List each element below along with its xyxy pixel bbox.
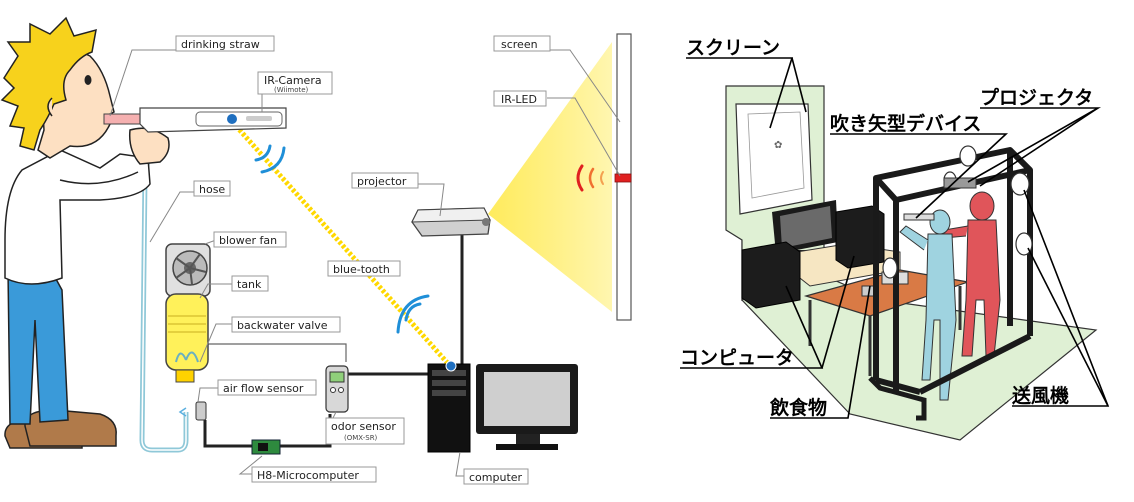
svg-text:吹き矢型デバイス: 吹き矢型デバイス [830,112,981,135]
svg-text:blower fan: blower fan [219,234,277,247]
sensor-cable-grey [185,343,347,362]
odor-sensor [325,365,349,413]
ear [47,97,53,117]
label-backwater-valve: backwater valve [231,316,341,333]
eye [84,75,92,85]
label-odor-sensor: odor sensor (OMX-SR) [325,417,405,445]
svg-text:IR-Camera: IR-Camera [264,74,322,87]
hand [128,127,170,165]
svg-text:コンピュータ: コンピュータ [680,347,794,369]
svg-text:air flow sensor: air flow sensor [223,382,304,395]
hair [0,16,97,151]
bluetooth-link [234,124,454,370]
svg-text:computer: computer [469,471,523,484]
label-projector: projector [351,172,419,189]
label-air-flow-sensor: air flow sensor [217,379,317,396]
label-blower-fan: blower fan [213,231,287,248]
svg-text:projector: projector [357,175,407,188]
shoe-front [24,409,117,447]
left-diagram: drinking straw IR-Camera (Wiimote) scree… [0,16,632,485]
label-jp-fan: 送風機 [1012,189,1110,407]
svg-text:✿: ✿ [774,140,782,151]
label-tank: tank [231,275,269,292]
blower-fan [165,243,211,297]
pants [7,267,69,425]
computer-monitor [476,364,578,450]
projector [411,207,491,237]
svg-text:backwater valve: backwater valve [237,319,328,332]
ir-waves-icon [576,164,604,192]
label-jp-computer: コンピュータ [680,255,855,369]
label-h8-microcomputer: H8-Microcomputer [251,466,377,483]
right-diagram: ✿ [680,37,1110,441]
label-hose: hose [193,180,231,197]
tank [165,293,209,383]
label-ir-camera: IR-Camera (Wiimote) [257,71,333,95]
svg-text:送風機: 送風機 [1012,384,1069,407]
figure-blue [899,209,957,401]
bluetooth-waves-icon [254,144,430,334]
blow-device [103,107,287,133]
svg-text:IR-LED: IR-LED [501,93,537,106]
bluetooth-icon [227,114,237,124]
svg-text:プロジェクタ: プロジェクタ [980,86,1093,109]
booth-frame [873,147,1033,395]
arm [59,171,139,185]
cables [203,230,464,448]
blow-device [903,213,935,221]
label-jp-projector: プロジェクタ [967,86,1102,187]
frame-base [868,376,927,421]
svg-text:(OMX-SR): (OMX-SR) [344,434,378,442]
shirt [4,149,151,285]
svg-text:odor sensor: odor sensor [331,420,396,433]
h8-microcomputer [251,439,281,455]
svg-text:(Wiimote): (Wiimote) [274,86,309,94]
label-ir-led: IR-LED [493,90,547,107]
svg-text:hose: hose [199,183,225,196]
tower-left [741,241,801,309]
label-jp-food: 飲食物 [769,285,871,419]
label-drinking-straw: drinking straw [175,35,275,52]
air-flow-sensor [178,401,207,421]
svg-text:tank: tank [237,278,262,291]
svg-text:screen: screen [501,38,538,51]
projection-beam [488,42,612,312]
label-screen: screen [493,35,551,52]
svg-text:drinking straw: drinking straw [181,38,260,51]
svg-text:スクリーン: スクリーン [686,37,780,59]
label-computer: computer [463,468,529,485]
ir-led [614,173,632,183]
person-figure [0,16,170,449]
label-blue-tooth: blue-tooth [327,260,401,277]
svg-text:飲食物: 飲食物 [769,396,827,419]
label-jp-blow-device: 吹き矢型デバイス [830,112,1009,219]
svg-text:blue-tooth: blue-tooth [333,263,390,276]
label-jp-screen: スクリーン [686,37,807,129]
svg-text:H8-Microcomputer: H8-Microcomputer [257,469,359,482]
computer-tower [427,360,471,453]
